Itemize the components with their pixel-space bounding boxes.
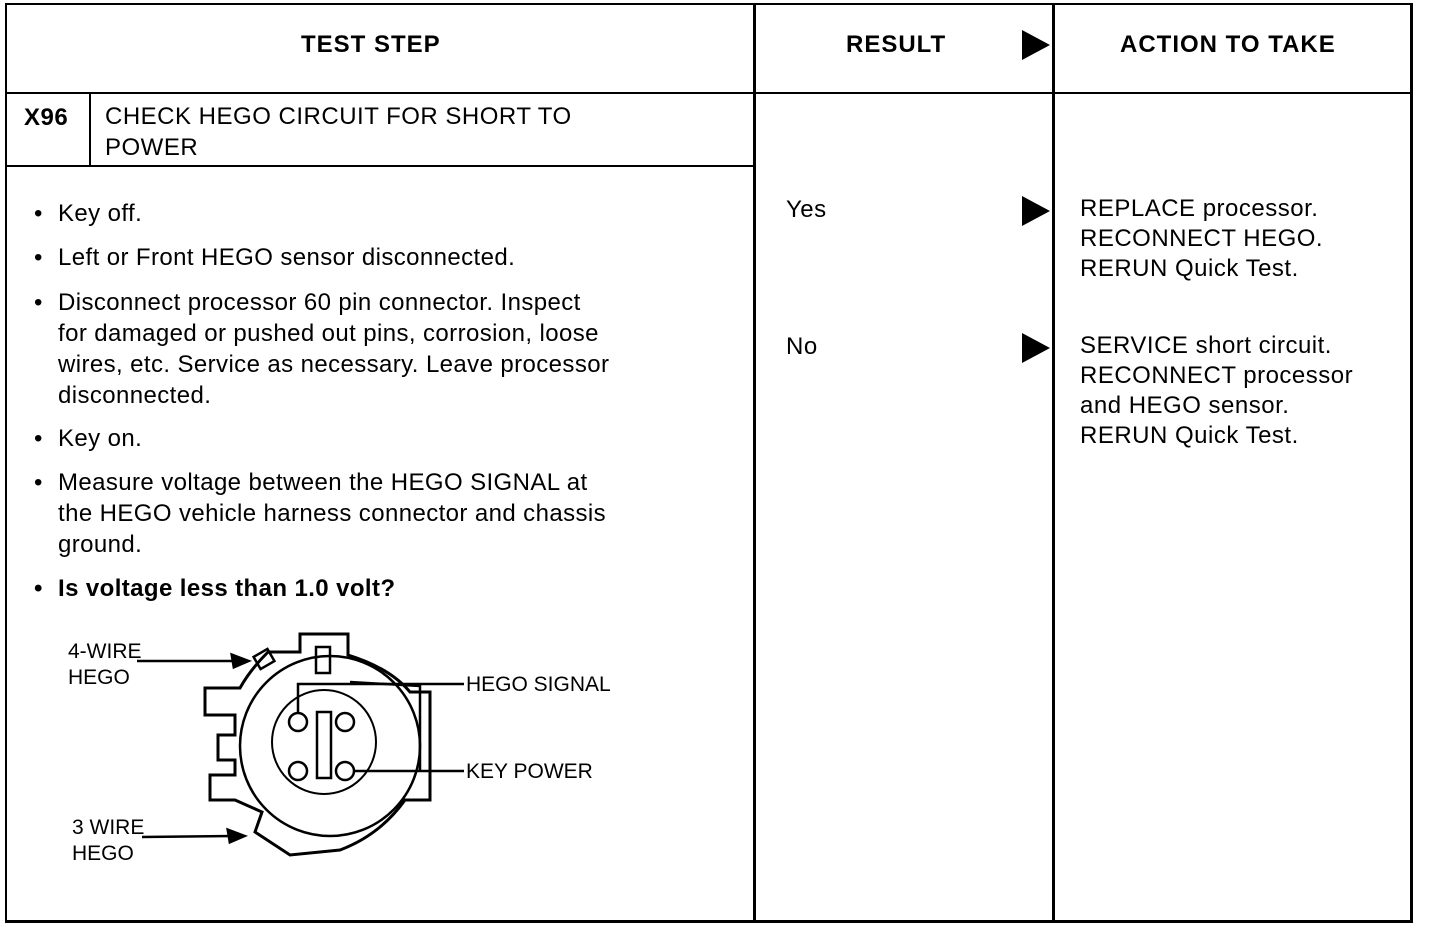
step-title-line2: POWER <box>105 134 199 161</box>
label-3wire-1: 3 WIRE <box>72 816 144 839</box>
leader-hego-signal <box>296 682 464 713</box>
label-4wire-2: HEGO <box>68 666 130 689</box>
table-border-left <box>5 3 7 923</box>
action-line: REPLACE processor. <box>1080 195 1319 222</box>
bullet-icon: • <box>34 575 43 602</box>
column-divider-1 <box>753 3 756 923</box>
result-no-arrow-icon <box>1022 333 1050 363</box>
action-line: RECONNECT processor <box>1080 362 1354 389</box>
arrowhead-3wire <box>226 827 249 845</box>
step-id: X96 <box>24 104 69 131</box>
center-key <box>315 710 333 780</box>
label-4wire-1: 4-WIRE <box>68 640 142 663</box>
test-step-bullet: • Left or Front HEGO sensor disconnected. <box>34 242 516 273</box>
bullet-icon: • <box>34 289 43 316</box>
bullet-line: Measure voltage between the HEGO SIGNAL … <box>58 469 588 496</box>
action-line: SERVICE short circuit. <box>1080 332 1332 359</box>
test-step-bullet: • Disconnect processor 60 pin connector. … <box>34 287 610 411</box>
label-3wire-2: HEGO <box>72 842 134 865</box>
bullet-line: Disconnect processor 60 pin connector. I… <box>58 289 581 316</box>
header-divider <box>5 92 1413 94</box>
table-border-right <box>1410 3 1413 923</box>
arrowhead-4wire <box>230 652 253 670</box>
step-title-line1: CHECK HEGO CIRCUIT FOR SHORT TO <box>105 103 572 130</box>
tab-4wire <box>251 647 277 671</box>
header-result: RESULT <box>846 31 947 58</box>
label-key-power: KEY POWER <box>466 760 593 783</box>
table-border-bottom <box>5 920 1413 923</box>
bullet-line: for damaged or pushed out pins, corrosio… <box>58 320 599 347</box>
step-title-divider <box>5 165 755 167</box>
header-arrow-icon <box>1022 30 1050 60</box>
bullet-line: disconnected. <box>58 382 212 409</box>
table-border-top <box>5 3 1413 5</box>
bullet-line: Key off. <box>58 200 143 227</box>
step-id-divider <box>89 93 91 167</box>
bullet-icon: • <box>34 469 43 496</box>
header-test-step: TEST STEP <box>301 31 441 58</box>
action-line: RERUN Quick Test. <box>1080 422 1299 449</box>
test-step-bullet: • Key off. <box>34 198 143 229</box>
bullet-line: Is voltage less than 1.0 volt? <box>58 575 396 602</box>
bullet-icon: • <box>34 425 43 452</box>
bullet-line: ground. <box>58 531 143 558</box>
test-step-bullet: • Measure voltage between the HEGO SIGNAL… <box>34 467 607 560</box>
pin <box>334 711 356 733</box>
bullet-icon: • <box>34 200 43 227</box>
bullet-line: Key on. <box>58 425 143 452</box>
pin <box>287 760 309 782</box>
action-line: RECONNECT HEGO. <box>1080 225 1324 252</box>
bullet-line: the HEGO vehicle harness connector and c… <box>58 500 607 527</box>
pin <box>334 760 356 782</box>
action-line: and HEGO sensor. <box>1080 392 1290 419</box>
action-no: SERVICE short circuit. RECONNECT process… <box>1080 331 1353 451</box>
connector-outline <box>203 632 432 857</box>
test-step-bullet: • Is voltage less than 1.0 volt? <box>34 573 396 604</box>
top-key <box>314 645 332 675</box>
leader-3wire <box>141 834 233 839</box>
pin-face <box>271 689 377 795</box>
pin <box>287 711 309 733</box>
action-line: RERUN Quick Test. <box>1080 255 1299 282</box>
bullet-line: wires, etc. Service as necessary. Leave … <box>58 351 610 378</box>
test-step-bullet: • Key on. <box>34 423 143 454</box>
result-no: No <box>786 333 818 360</box>
bullet-icon: • <box>34 244 43 271</box>
column-divider-2 <box>1052 3 1055 923</box>
bullet-line: Left or Front HEGO sensor disconnected. <box>58 244 516 271</box>
result-yes-arrow-icon <box>1022 196 1050 226</box>
action-yes: REPLACE processor. RECONNECT HEGO. RERUN… <box>1080 194 1323 284</box>
header-action: ACTION TO TAKE <box>1120 31 1336 58</box>
label-hego-signal: HEGO SIGNAL <box>466 673 611 696</box>
result-yes: Yes <box>786 196 827 223</box>
